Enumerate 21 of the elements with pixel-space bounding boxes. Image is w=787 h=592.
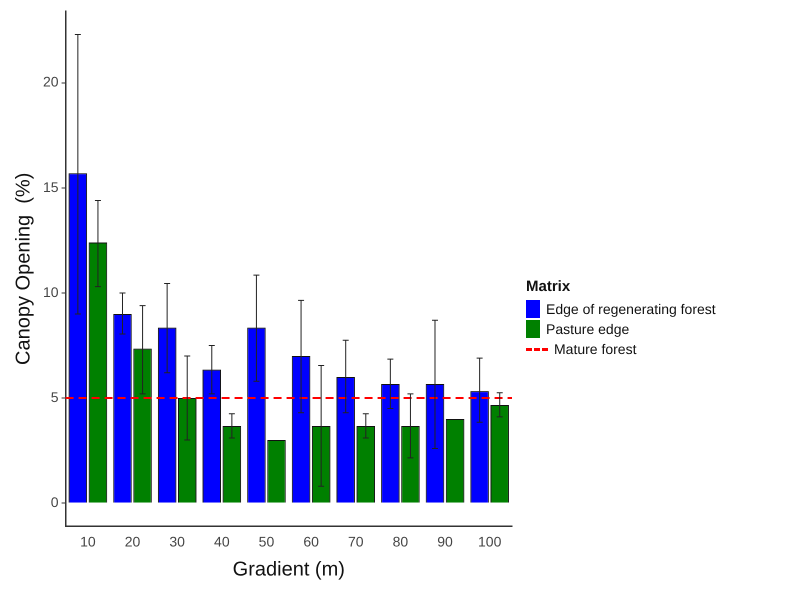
x-tick-label: 70 (348, 533, 364, 550)
x-tick-label: 100 (478, 533, 502, 550)
legend-label: Mature forest (554, 341, 636, 357)
y-tick-label: 10 (42, 284, 59, 300)
x-tick-label: 40 (214, 533, 230, 550)
x-axis-title: Gradient (m) (232, 558, 345, 581)
x-tick-label: 30 (169, 533, 186, 550)
x-tick-label: 50 (258, 533, 274, 550)
legend-label: Pasture edge (546, 321, 630, 337)
x-tick-label: 20 (124, 533, 141, 550)
x-tick-label: 80 (392, 533, 408, 550)
y-tick-label: 20 (42, 74, 59, 90)
y-tick-label: 0 (50, 494, 59, 510)
x-tick-label: 10 (80, 533, 96, 550)
legend-label: Edge of regenerating forest (546, 301, 716, 317)
x-tick-label: 60 (303, 533, 320, 550)
y-tick-label: 5 (50, 388, 59, 405)
y-tick-label: 15 (42, 178, 59, 195)
x-tick-label: 90 (437, 533, 454, 550)
y-axis-title: Canopy Opening (%) (12, 172, 35, 365)
legend-title: Matrix (526, 278, 572, 295)
